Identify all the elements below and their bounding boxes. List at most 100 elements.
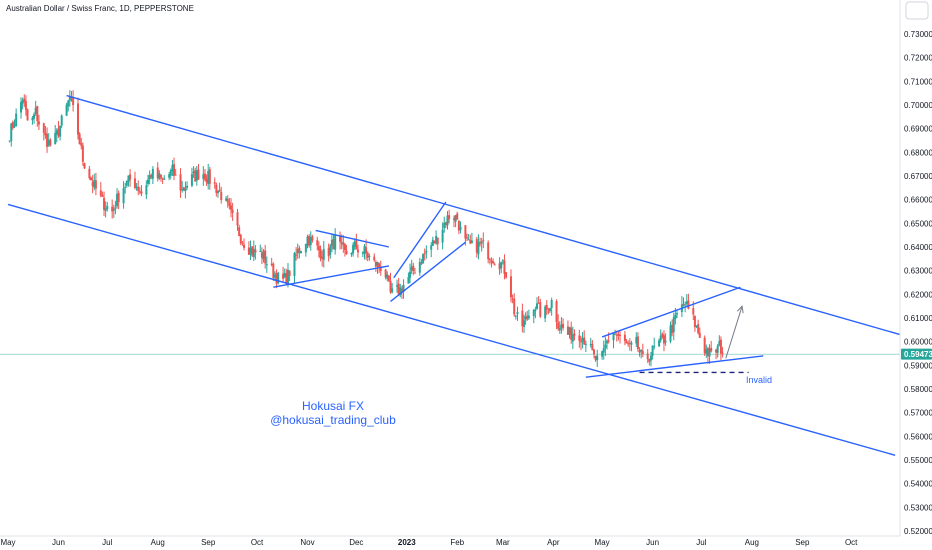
candle-body [672,317,675,333]
candle-body [583,337,586,345]
candle-body [270,263,273,266]
candle-body [57,128,60,136]
invalid-label: Invalid [746,375,772,385]
candle-body [695,325,698,327]
candle-body [500,262,503,269]
candle-body [11,121,14,129]
x-tick-label: Oct [845,538,858,547]
candle-body [721,352,724,354]
candle-body [76,103,79,135]
y-tick-label: 0.73000 [904,30,932,39]
candle-body [479,242,482,244]
candle-body [698,332,701,338]
candle-body [151,168,154,179]
candle-body [192,171,195,174]
candle-body [213,182,216,184]
candle-body [606,340,609,344]
candle-body [339,236,342,242]
candle-body [309,237,312,246]
candle-body [220,191,223,201]
candle-body [68,96,71,101]
triangle-bottom [273,265,390,288]
candle-body [306,236,309,246]
candle-body [640,349,643,352]
candle-body [715,349,718,353]
candle-body [648,358,651,362]
candle-body [635,337,638,344]
candle-body [277,272,280,284]
y-tick-label: 0.71000 [904,77,932,86]
candle-body [44,132,47,136]
candle-body [181,188,184,191]
y-tick-label: 0.60000 [904,338,932,347]
candle-body [493,264,496,266]
candle-body [568,327,571,335]
candle-body [340,242,343,244]
candle-body [422,254,425,264]
candle-body [286,269,289,284]
candle-body [20,102,23,113]
y-tick-label: 0.62000 [904,290,932,299]
candle-body [343,243,346,251]
candle-body [207,170,210,185]
candle-body [133,178,136,188]
candle-body [444,222,447,226]
y-axis[interactable]: 0.73000 0.72000 0.71000 0.70000 0.69000 0.680… [904,30,932,536]
candle-body [285,273,288,284]
candle-body [498,263,501,270]
candle-body [706,348,709,357]
candle-body [566,326,569,335]
candle-body [330,239,333,246]
candle-body [431,239,434,246]
candle-body [374,261,377,267]
candle-body [545,305,548,310]
triangle-top [315,229,390,248]
candle-body [487,242,490,260]
candle-body [623,334,626,342]
candle-body [619,334,622,336]
maximize-square-icon[interactable] [905,1,929,20]
watermark-handle: @hokusai_trading_club [270,413,396,427]
candle-body [186,185,189,188]
x-tick-label: Oct [251,538,264,547]
y-tick-label: 0.65000 [904,219,932,228]
candle-body [480,241,483,244]
candle-body [488,258,491,260]
candle-body [254,249,257,253]
candle-body [90,177,93,181]
x-tick-label: May [0,538,15,547]
x-tick-label: Aug [745,538,759,547]
candle-body [125,180,128,186]
candle-body [641,351,644,354]
candle-body [391,288,394,293]
candle-body [524,316,527,320]
candle-body [103,197,106,210]
candle-body [145,185,148,195]
candle-body [539,302,542,317]
candle-body [295,254,298,256]
candle-body [329,245,332,255]
candle-body [614,333,617,335]
candle-body [249,248,252,254]
candle-body [501,260,504,262]
candle-body [218,189,221,192]
candle-body [413,272,416,274]
candle-body [111,206,114,212]
candle-body [251,246,254,256]
candle-body [146,179,149,184]
y-tick-label: 0.58000 [904,385,932,394]
candle-body [247,247,250,255]
candle-body [350,252,353,255]
candle-body [607,340,610,342]
triangle2-upper [601,286,741,338]
candle-body [705,349,708,354]
candle-body [435,235,438,244]
last-price-label: 0.59473 [904,350,932,359]
candle-body [308,236,311,246]
candle-body [31,117,34,120]
x-axis[interactable]: May Jun Jul Aug Sep Oct Nov Dec 2023 Feb Mar Apr May… [0,538,858,547]
candle-body [13,125,16,127]
candle-body [352,244,355,254]
candle-body [573,333,576,336]
